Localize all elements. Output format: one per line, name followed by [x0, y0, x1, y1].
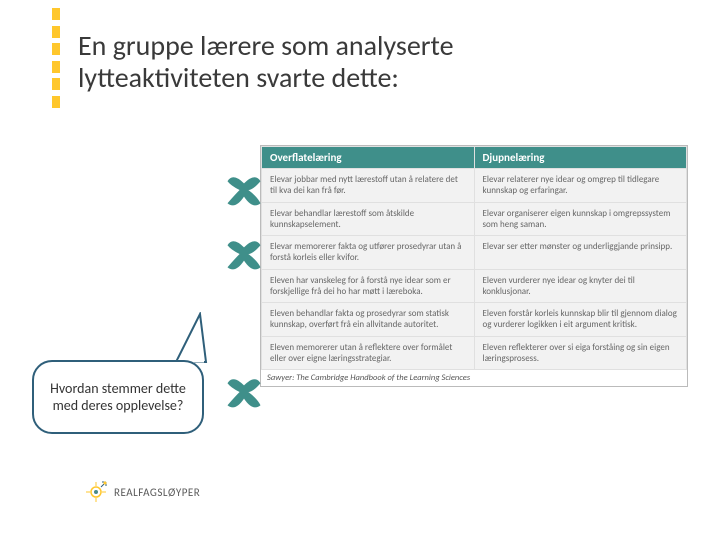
accent-dash — [52, 43, 60, 55]
table-row: Elevar jobbar med nytt lærestoff utan å … — [262, 169, 687, 203]
speech-bubble: Hvordan stemmer dette med deres opplevel… — [32, 360, 204, 434]
table-body: Elevar jobbar med nytt lærestoff utan å … — [262, 169, 687, 370]
comparison-table: Overflatelæring Djupnelæring Elevar jobb… — [260, 145, 688, 387]
title-line-2: lytteaktiviteten svarte dette: — [78, 60, 399, 95]
accent-dash — [52, 8, 60, 20]
cell: Eleven har vanskeleg for å forstå nye id… — [262, 269, 475, 303]
accent-dash — [52, 61, 60, 73]
cell: Elevar ser etter mønster og underliggjan… — [474, 236, 687, 270]
accent-bar — [52, 8, 60, 108]
table-source: Sawyer: The Cambridge Handbook of the Le… — [261, 370, 687, 386]
accent-dash — [52, 26, 60, 38]
cell: Eleven forstår korleis kunnskap blir til… — [474, 303, 687, 337]
cell: Eleven vurderer nye idear og knyter dei … — [474, 269, 687, 303]
table-row: Eleven memorerer utan å reflektere over … — [262, 336, 687, 370]
cell: Eleven memorerer utan å reflektere over … — [262, 336, 475, 370]
table-row: Elevar memorerer fakta og utfører prosed… — [262, 236, 687, 270]
cross-mark — [222, 168, 266, 212]
accent-dash — [52, 78, 60, 90]
cell: Elevar relaterer nye idear og omgrep til… — [474, 169, 687, 203]
cell: Eleven reflekterer over si eiga forståin… — [474, 336, 687, 370]
col-header-deep: Djupnelæring — [474, 147, 687, 169]
col-header-surface: Overflatelæring — [262, 147, 475, 169]
bubble-text: Hvordan stemmer dette med deres opplevel… — [44, 380, 192, 415]
cell: Elevar jobbar med nytt lærestoff utan å … — [262, 169, 475, 203]
accent-dash — [52, 96, 60, 108]
title-line-1: En gruppe lærere som analyserte — [78, 28, 454, 63]
cell: Elevar memorerer fakta og utfører prosed… — [262, 236, 475, 270]
logo-mark — [84, 480, 108, 504]
cell: Eleven behandlar fakta og prosedyrar som… — [262, 303, 475, 337]
table-row: Elevar behandlar lærestoff som åtskilde … — [262, 202, 687, 236]
cross-mark — [222, 232, 266, 276]
cell: Elevar organiserer eigen kunnskap i omgr… — [474, 202, 687, 236]
cross-mark — [222, 370, 266, 414]
table-row: Eleven har vanskeleg for å forstå nye id… — [262, 269, 687, 303]
slide-title: En gruppe lærere som analyserte lytteakt… — [78, 30, 454, 94]
logo-text: REALFAGSLØYPER — [114, 486, 200, 499]
logo: REALFAGSLØYPER — [84, 480, 200, 504]
table-row: Eleven behandlar fakta og prosedyrar som… — [262, 303, 687, 337]
cell: Elevar behandlar lærestoff som åtskilde … — [262, 202, 475, 236]
